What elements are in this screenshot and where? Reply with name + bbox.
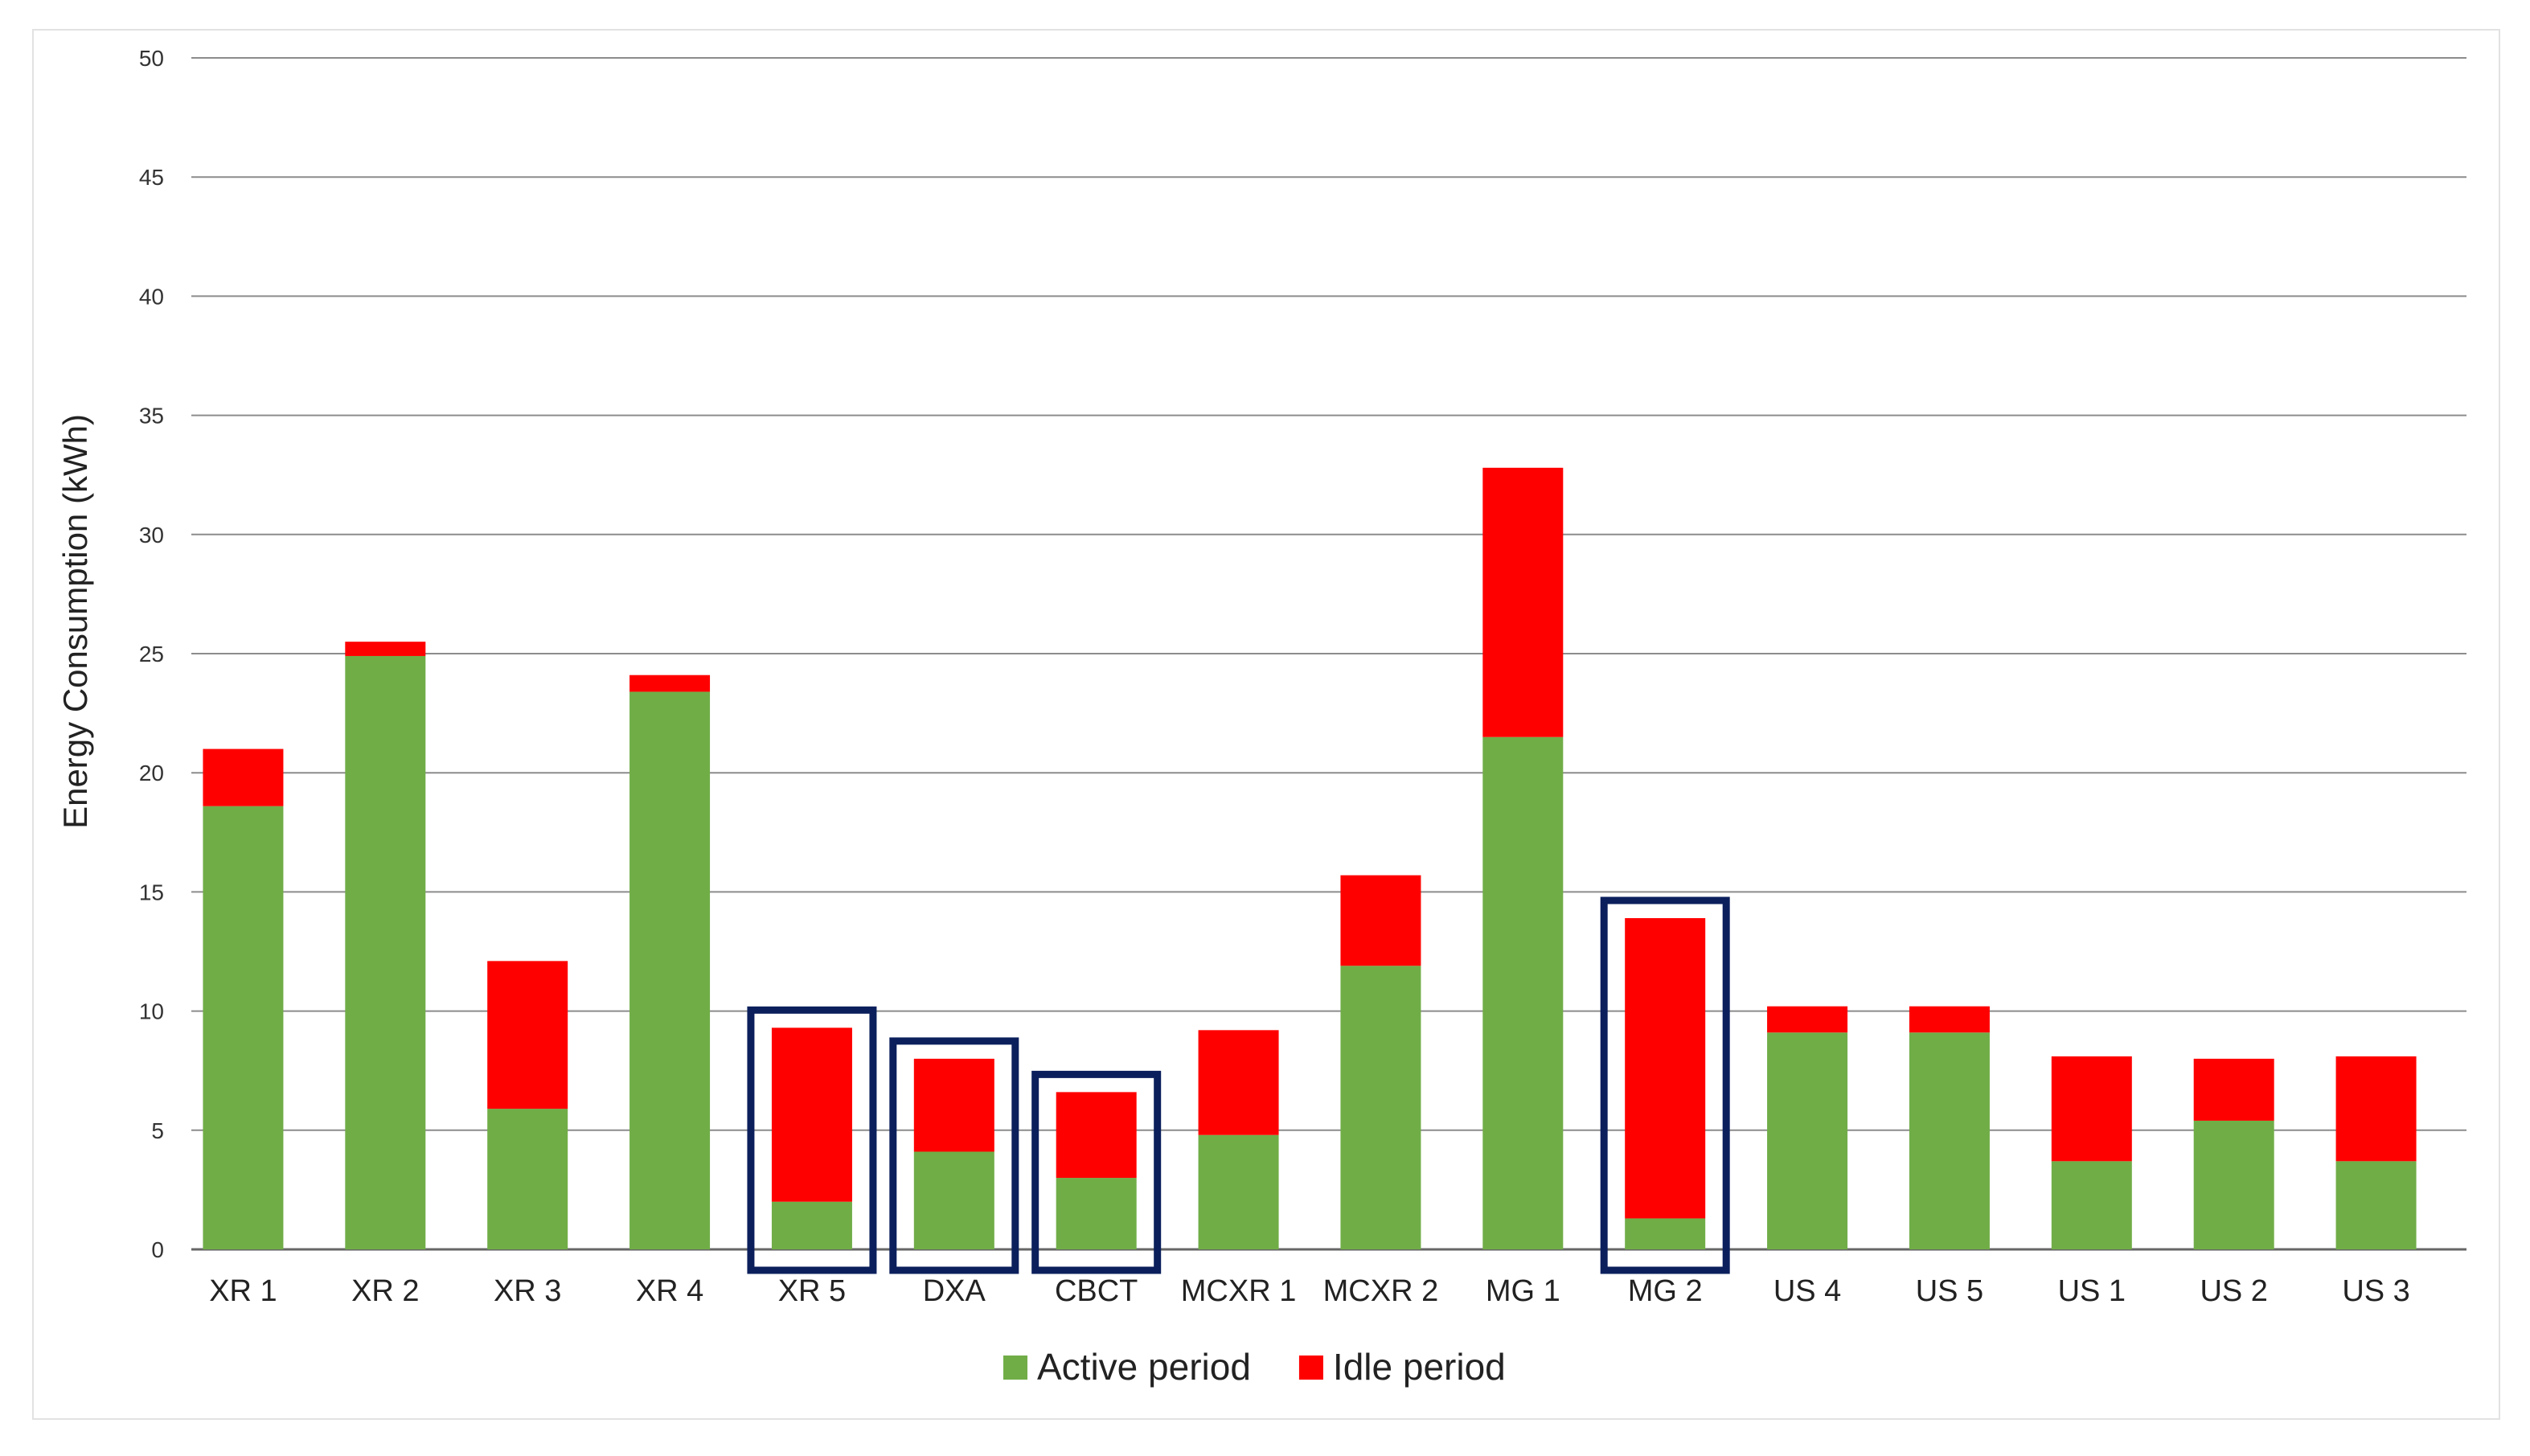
highlight-box (1600, 896, 1730, 1274)
y-tick-label: 10 (139, 999, 164, 1024)
bar-idle-period (2051, 1056, 2132, 1162)
bar-active-period (2335, 1161, 2417, 1249)
bar-idle-period (1625, 918, 1706, 1219)
x-tick-label: US 2 (2200, 1274, 2267, 1308)
highlight-boxes (747, 896, 1730, 1274)
bar-active-period (1767, 1032, 1848, 1249)
y-tick-label: 35 (139, 404, 164, 429)
x-tick-label: XR 3 (494, 1274, 561, 1308)
bar-active-period (2051, 1161, 2132, 1249)
bar-idle-period (487, 961, 568, 1109)
highlight-box (747, 1006, 877, 1274)
bar-idle-period (629, 675, 711, 692)
bar-idle-period (1482, 467, 1564, 737)
x-tick-label: XR 5 (778, 1274, 846, 1308)
bar-active-period (771, 1201, 852, 1249)
bar-active-period (1056, 1178, 1137, 1249)
x-tick-label: CBCT (1055, 1274, 1138, 1308)
x-tick-label: US 5 (1916, 1274, 1983, 1308)
bar-idle-period (913, 1058, 994, 1152)
y-tick-label: 5 (151, 1118, 164, 1143)
bar-active-period (1198, 1134, 1279, 1249)
y-tick-label: 20 (139, 761, 164, 785)
highlight-box (889, 1037, 1019, 1274)
bar-idle-period (1198, 1030, 1279, 1135)
bar-active-period (1482, 736, 1564, 1249)
y-tick-label: 25 (139, 642, 164, 666)
legend-swatch (1003, 1356, 1027, 1380)
legend-label: Idle period (1333, 1346, 1506, 1388)
x-tick-label: US 3 (2342, 1274, 2409, 1308)
bar-idle-period (1340, 875, 1421, 966)
chart-frame: 0 5 10 15 20 25 30 35 40 45 50 XR 1 XR 2 XR 3 XR 4 XR … (32, 29, 2500, 1420)
bar-active-period (487, 1109, 568, 1249)
x-tick-label: US 4 (1773, 1274, 1841, 1308)
bar-idle-period (1909, 1006, 1990, 1033)
bar-active-period (1340, 966, 1421, 1249)
bar-active-period (1909, 1032, 1990, 1249)
x-tick-labels: XR 1 XR 2 XR 3 XR 4 XR 5 DXA CBCT MCXR 1 MCXR 2 M… (209, 1274, 2410, 1308)
bar-active-period (629, 691, 711, 1249)
bar-active-period (1625, 1218, 1706, 1249)
y-tick-labels: 0 5 10 15 20 25 30 35 40 45 50 (139, 46, 164, 1262)
y-tick-label: 30 (139, 523, 164, 548)
x-tick-label: XR 4 (636, 1274, 703, 1308)
bar-active-period (203, 806, 284, 1249)
bars (203, 467, 2417, 1249)
bar-active-period (345, 655, 426, 1249)
bar-active-period (2193, 1120, 2274, 1249)
bar-active-period (913, 1151, 994, 1249)
legend-label: Active period (1037, 1346, 1251, 1388)
x-tick-label: XR 2 (351, 1274, 419, 1308)
x-tick-label: DXA (923, 1274, 986, 1308)
x-tick-label: MCXR 1 (1181, 1274, 1297, 1308)
highlight-box (1031, 1070, 1162, 1274)
bar-idle-period (2335, 1056, 2417, 1162)
x-tick-label: MCXR 2 (1323, 1274, 1439, 1308)
x-tick-label: XR 1 (209, 1274, 277, 1308)
x-tick-label: US 1 (2058, 1274, 2126, 1308)
bar-idle-period (771, 1027, 852, 1202)
bar-idle-period (203, 749, 284, 806)
y-axis-title: Energy Consumption (kWh) (56, 414, 94, 829)
y-tick-label: 40 (139, 284, 164, 309)
y-tick-label: 15 (139, 880, 164, 904)
y-tick-label: 50 (139, 46, 164, 71)
bar-idle-period (2193, 1058, 2274, 1121)
bar-idle-period (1056, 1092, 1137, 1179)
y-tick-label: 0 (151, 1237, 164, 1262)
bar-idle-period (1767, 1006, 1848, 1033)
legend-swatch (1298, 1356, 1323, 1380)
x-tick-label: MG 2 (1628, 1274, 1703, 1308)
bar-idle-period (345, 642, 426, 656)
y-tick-label: 45 (139, 165, 164, 190)
x-tick-label: MG 1 (1486, 1274, 1560, 1308)
legend: Active period Idle period (1003, 1346, 1506, 1388)
gridlines (191, 57, 2466, 1251)
